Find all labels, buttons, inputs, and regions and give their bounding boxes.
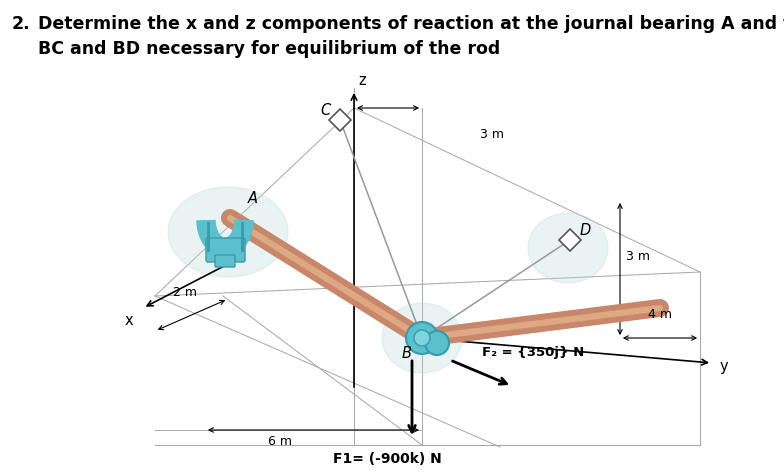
Text: B: B: [402, 346, 412, 361]
Text: x: x: [125, 313, 133, 328]
Text: 6 m: 6 m: [268, 435, 292, 448]
Text: F1= (-900k) N: F1= (-900k) N: [332, 452, 441, 466]
Ellipse shape: [382, 303, 462, 373]
Text: F₂ = {350j} N: F₂ = {350j} N: [482, 346, 584, 359]
Text: 2 m: 2 m: [173, 286, 197, 299]
Ellipse shape: [528, 213, 608, 283]
Circle shape: [425, 331, 449, 355]
Text: z: z: [358, 73, 365, 88]
Text: BC and BD necessary for equilibrium of the rod: BC and BD necessary for equilibrium of t…: [38, 40, 500, 58]
Text: 4 m: 4 m: [648, 308, 672, 321]
Text: 2.: 2.: [12, 15, 31, 33]
Circle shape: [414, 330, 430, 346]
Ellipse shape: [168, 187, 288, 277]
Circle shape: [406, 322, 438, 354]
FancyBboxPatch shape: [206, 238, 245, 262]
Text: C: C: [320, 103, 330, 118]
Text: 3 m: 3 m: [626, 250, 650, 263]
Text: D: D: [580, 223, 591, 238]
FancyBboxPatch shape: [215, 255, 235, 267]
Text: y: y: [720, 358, 728, 374]
Text: 3 m: 3 m: [480, 128, 504, 141]
Text: A: A: [248, 191, 258, 206]
Text: Determine the x and z components of reaction at the journal bearing A and the te: Determine the x and z components of reac…: [38, 15, 784, 33]
